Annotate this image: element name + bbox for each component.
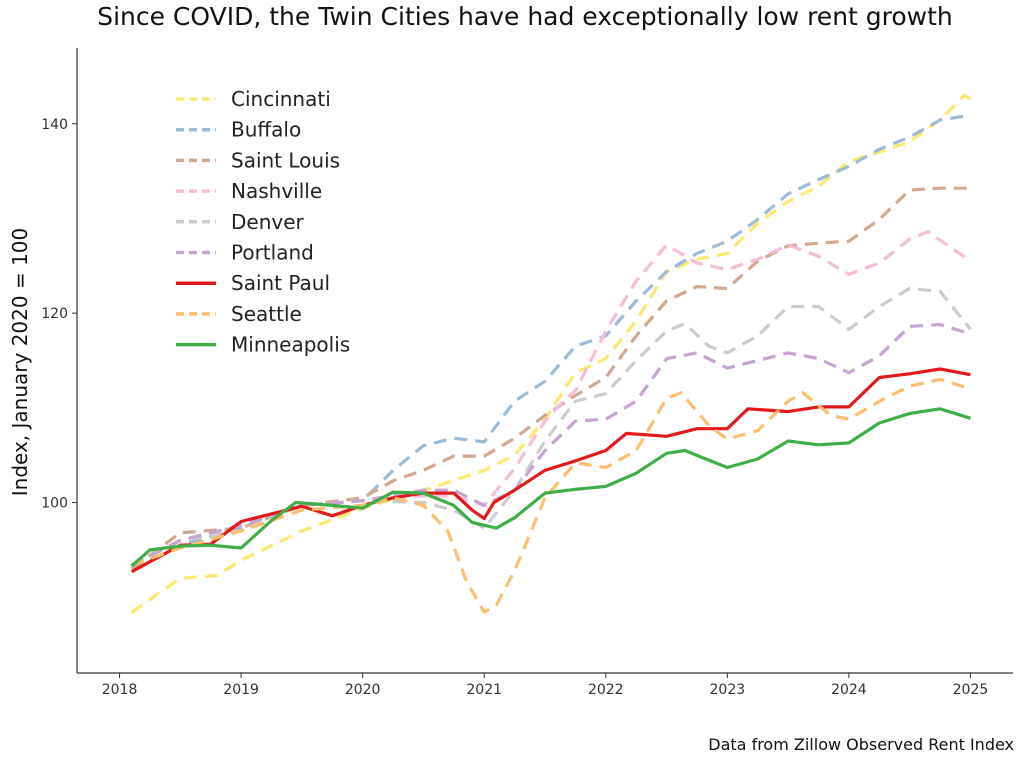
series-line-portland — [130, 322, 971, 567]
series-line-minneapolis — [130, 407, 971, 568]
legend-label-portland: Portland — [231, 241, 314, 265]
legend-label-saint-louis: Saint Louis — [231, 148, 340, 172]
y-tick-label: 100 — [41, 496, 68, 512]
x-tick-label: 2019 — [223, 682, 259, 698]
x-tick-label: 2023 — [710, 682, 746, 698]
legend: Cincinnati Buffalo Saint Louis Nashville Den… — [176, 87, 350, 357]
legend-label-cincinnati: Cincinnati — [231, 87, 331, 111]
legend-label-saint-paul: Saint Paul — [231, 271, 330, 295]
series-line-seattle — [131, 377, 971, 614]
legend-label-seattle: Seattle — [231, 302, 302, 326]
series-line-cincinnati — [130, 93, 972, 614]
series-line-saint-louis — [130, 186, 971, 571]
axes: 2018 2019 2020 2021 2022 2023 2024 2025 100 120 14… — [41, 48, 1013, 698]
x-tick-label: 2022 — [588, 682, 624, 698]
x-tick-label: 2018 — [102, 682, 138, 698]
series-line-saint-paul — [130, 367, 971, 574]
y-tick-label: 120 — [41, 306, 68, 322]
legend-label-nashville: Nashville — [231, 179, 322, 203]
legend-label-minneapolis: Minneapolis — [231, 333, 350, 357]
chart-title: Since COVID, the Twin Cities have had ex… — [97, 2, 953, 31]
x-tick-label: 2020 — [345, 682, 381, 698]
x-tick-label: 2025 — [953, 682, 989, 698]
y-tick-label: 140 — [41, 117, 68, 133]
legend-label-denver: Denver — [231, 210, 305, 234]
series-line-denver — [130, 286, 972, 567]
chart-caption: Data from Zillow Observed Rent Index — [708, 735, 1014, 754]
series-lines — [130, 93, 972, 614]
x-tick-label: 2021 — [466, 682, 502, 698]
legend-label-buffalo: Buffalo — [231, 118, 301, 142]
x-tick-label: 2024 — [831, 682, 867, 698]
